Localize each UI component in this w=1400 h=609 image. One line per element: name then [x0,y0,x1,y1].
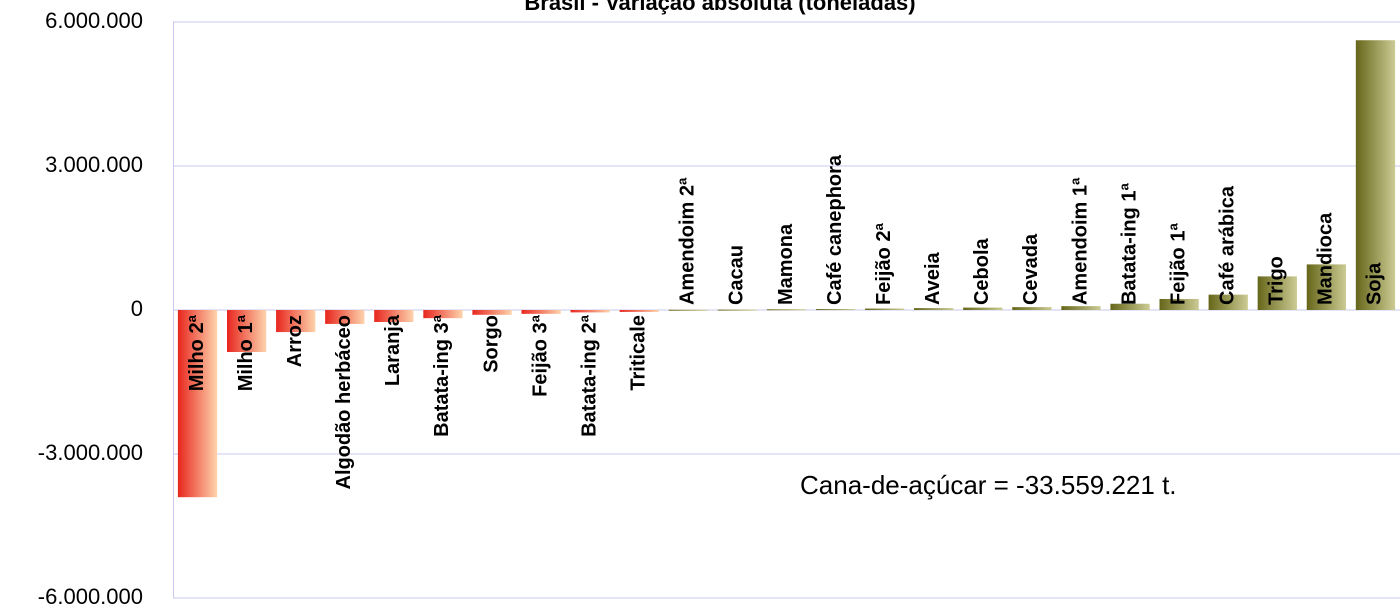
x-tick-label: Mamona [775,223,797,305]
x-tick-label: Amendoim 2ª [677,177,699,305]
x-tick-label: Triticale [628,315,650,391]
x-tick-label: Amendoim 1ª [1069,177,1091,305]
bar [276,310,316,333]
x-tick-label: Milho 1ª [235,314,257,391]
y-tick-label: 0 [131,296,143,321]
bar [325,310,365,324]
bar [472,310,512,315]
bar [1159,298,1199,310]
x-tick-label: Feijão 3ª [529,314,551,396]
x-tick-label: Algodão herbáceo [333,315,355,489]
x-tick-label: Batata-ing 2ª [578,314,600,436]
bar [865,308,905,310]
bar [1257,276,1297,310]
bar [815,309,856,311]
y-tick-label: 3.000.000 [45,152,143,177]
x-tick-label: Cevada [1020,233,1042,305]
y-tick-label: 6.000.000 [45,8,143,33]
x-tick-label: Café canephora [824,154,846,305]
x-tick-label: Mandioca [1315,212,1337,305]
x-tick-label: Feijão 2ª [873,223,895,305]
bar [1306,264,1347,310]
x-tick-label: Batata-ing 3ª [431,314,453,436]
x-tick-label: Café arábica [1217,185,1239,305]
x-tick-label: Cacau [726,245,748,305]
chart-title: Brasil - Variação absoluta (toneladas) [524,0,915,15]
bar [717,309,758,311]
x-tick-label: Soja [1364,262,1386,305]
y-tick-label: -3.000.000 [38,440,143,465]
bar [226,310,267,352]
bar [521,310,561,314]
bar [570,310,610,313]
bar [619,310,659,312]
x-tick-label: Cebola [971,237,993,305]
x-tick-label: Aveia [922,251,944,305]
bar [1012,307,1052,310]
bar [423,310,463,319]
bar [1355,40,1396,311]
x-tick-label: Batata-ing 1ª [1118,183,1140,305]
bar [668,309,708,311]
x-tick-label: Laranja [382,314,404,386]
bar [766,309,807,311]
bar [374,310,414,322]
x-tick-label: Sorgo [480,315,502,373]
bar [914,308,954,310]
annotation: Cana-de-açúcar = -33.559.221 t. [800,470,1177,500]
bar [963,307,1003,310]
x-tick-label: Milho 2ª [186,314,208,391]
y-tick-label: -6.000.000 [38,584,143,609]
bar [1061,306,1101,310]
x-tick-label: Trigo [1266,256,1288,305]
bar [1110,303,1150,310]
x-tick-label: Arroz [284,315,306,367]
bar [177,310,218,498]
x-tick-label: Feijão 1ª [1167,223,1189,305]
bar [1208,294,1248,310]
